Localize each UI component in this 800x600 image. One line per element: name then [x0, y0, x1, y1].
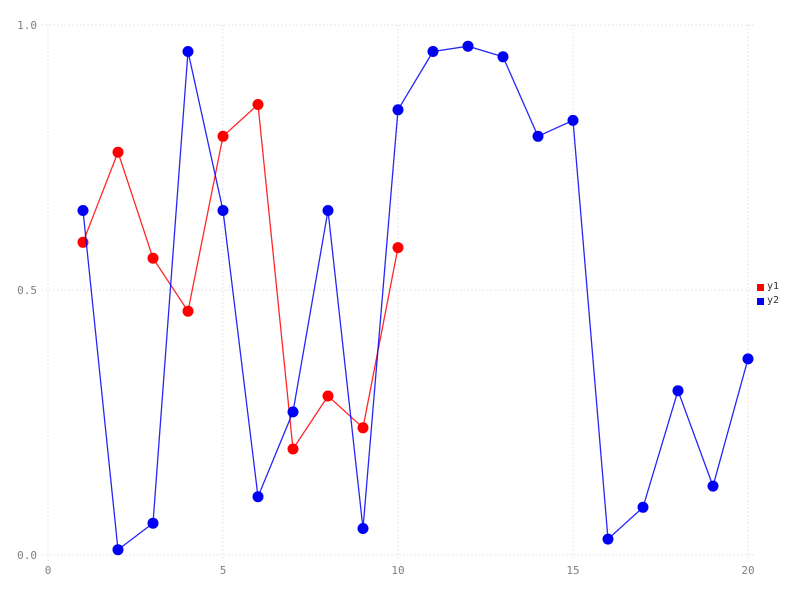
data-point-y1	[252, 99, 264, 110]
data-point-y1	[392, 242, 404, 254]
data-point-y2	[287, 406, 299, 418]
data-point-y2	[462, 40, 474, 52]
data-point-y2	[147, 517, 159, 529]
data-point-y2	[532, 130, 544, 142]
legend-item-y1: y1	[757, 280, 779, 294]
x-tick-label: 20	[741, 564, 754, 577]
data-point-y2	[672, 385, 684, 397]
series-line-y2	[82, 45, 749, 551]
legend-swatch-y2	[757, 297, 764, 305]
y-tick-label: 0.5	[17, 284, 37, 297]
data-point-y2	[217, 205, 229, 216]
data-point-y1	[322, 390, 334, 402]
data-point-y1	[112, 146, 124, 158]
legend-swatch-y1	[757, 283, 764, 291]
series-line-y1	[82, 103, 399, 451]
data-point-y2	[112, 544, 124, 556]
y-tick-label: 0.0	[17, 549, 37, 562]
legend-item-y2: y2	[757, 294, 779, 308]
data-point-y2	[252, 491, 264, 503]
data-point-y2	[427, 46, 439, 57]
data-point-y2	[497, 51, 509, 63]
x-tick-label: 0	[45, 564, 52, 577]
data-point-y2	[707, 480, 719, 492]
x-tick-label: 15	[566, 564, 579, 577]
x-tick-label: 10	[391, 564, 404, 577]
data-point-y1	[357, 422, 369, 434]
data-point-y1	[287, 443, 299, 455]
data-point-y2	[357, 523, 369, 534]
legend: y1 y2	[757, 280, 779, 308]
data-point-y2	[77, 205, 89, 216]
data-point-y2	[322, 205, 334, 216]
data-point-y1	[147, 252, 159, 264]
data-point-y2	[637, 501, 649, 513]
data-point-y2	[742, 353, 754, 365]
data-point-y1	[217, 130, 229, 142]
legend-label-y1: y1	[767, 281, 780, 292]
y-tick-label: 1.0	[17, 19, 37, 32]
x-tick-label: 5	[220, 564, 227, 577]
data-point-y1	[182, 305, 194, 317]
data-point-y2	[182, 46, 194, 57]
data-point-y2	[602, 533, 614, 545]
legend-label-y2: y2	[767, 295, 780, 306]
data-point-y2	[567, 114, 579, 126]
data-point-y2	[392, 104, 404, 116]
